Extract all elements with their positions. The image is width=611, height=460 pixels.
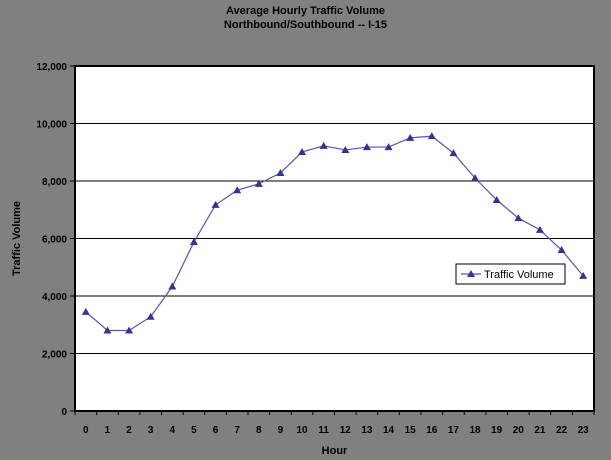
triangle-marker [449,149,458,157]
x-tick-label: 16 [426,425,438,436]
y-axis-label: Traffic Volume [11,201,23,276]
x-tick-label: 5 [191,425,197,436]
chart-title: Average Hourly Traffic Volume [226,5,385,17]
triangle-marker [535,225,544,233]
y-tick-label: 6,000 [42,235,67,246]
x-tick-label: 13 [361,425,373,436]
triangle-marker [168,282,177,290]
x-tick-label: 12 [340,425,352,436]
triangle-marker [81,307,90,315]
legend-box [455,263,566,285]
x-tick-label: 7 [234,425,240,436]
triangle-marker [146,312,155,320]
triangle-marker [211,200,220,208]
x-axis-label: Hour [322,445,348,457]
x-tick-label: 6 [213,425,219,436]
x-tick-label: 14 [383,425,395,436]
triangle-marker [319,141,328,149]
chart-subtitle: Northbound/Southbound -- I-15 [223,19,388,31]
triangle-marker [557,246,566,253]
triangle-marker [427,132,436,140]
y-tick-label: 12,000 [36,62,67,73]
triangle-marker [579,271,588,279]
x-tick-label: 10 [297,425,309,436]
triangle-marker [492,195,501,203]
triangle-marker [276,168,285,176]
legend-triangle-icon [467,270,475,277]
x-tick-label: 17 [448,425,460,436]
x-tick-label: 8 [256,425,262,436]
triangle-marker [233,186,242,194]
x-tick-label: 0 [83,425,89,436]
triangle-marker [384,143,393,151]
x-tick-label: 4 [170,425,176,436]
triangle-marker [189,237,198,245]
triangle-marker [406,133,415,141]
y-tick-label: 4,000 [42,292,67,303]
y-tick-label: 2,000 [42,350,67,361]
x-tick-label: 21 [534,425,546,436]
triangle-marker [341,145,350,153]
triangle-marker [471,174,480,182]
triangle-marker [514,214,523,222]
triangle-marker [103,326,112,334]
y-tick-label: 10,000 [36,120,67,131]
x-tick-label: 23 [578,425,590,436]
x-tick-label: 11 [318,425,329,436]
triangle-marker [125,326,134,334]
x-tick-label: 19 [491,425,503,436]
x-tick-label: 2 [126,425,132,436]
x-tick-label: 20 [513,425,525,436]
y-tick-label: 0 [61,407,67,418]
x-tick-label: 1 [105,425,111,436]
triangle-marker [362,143,371,151]
series-line [85,135,584,332]
triangle-marker [254,179,263,187]
x-tick-label: 18 [470,425,482,436]
x-tick-label: 15 [405,425,417,436]
x-tick-label: 3 [148,425,154,436]
x-tick-label: 22 [556,425,568,436]
x-tick-label: 9 [278,425,284,436]
plot-border [74,65,595,412]
legend-label: Traffic Volume [484,269,554,281]
y-tick-label: 8,000 [42,177,67,188]
triangle-marker [298,147,307,155]
